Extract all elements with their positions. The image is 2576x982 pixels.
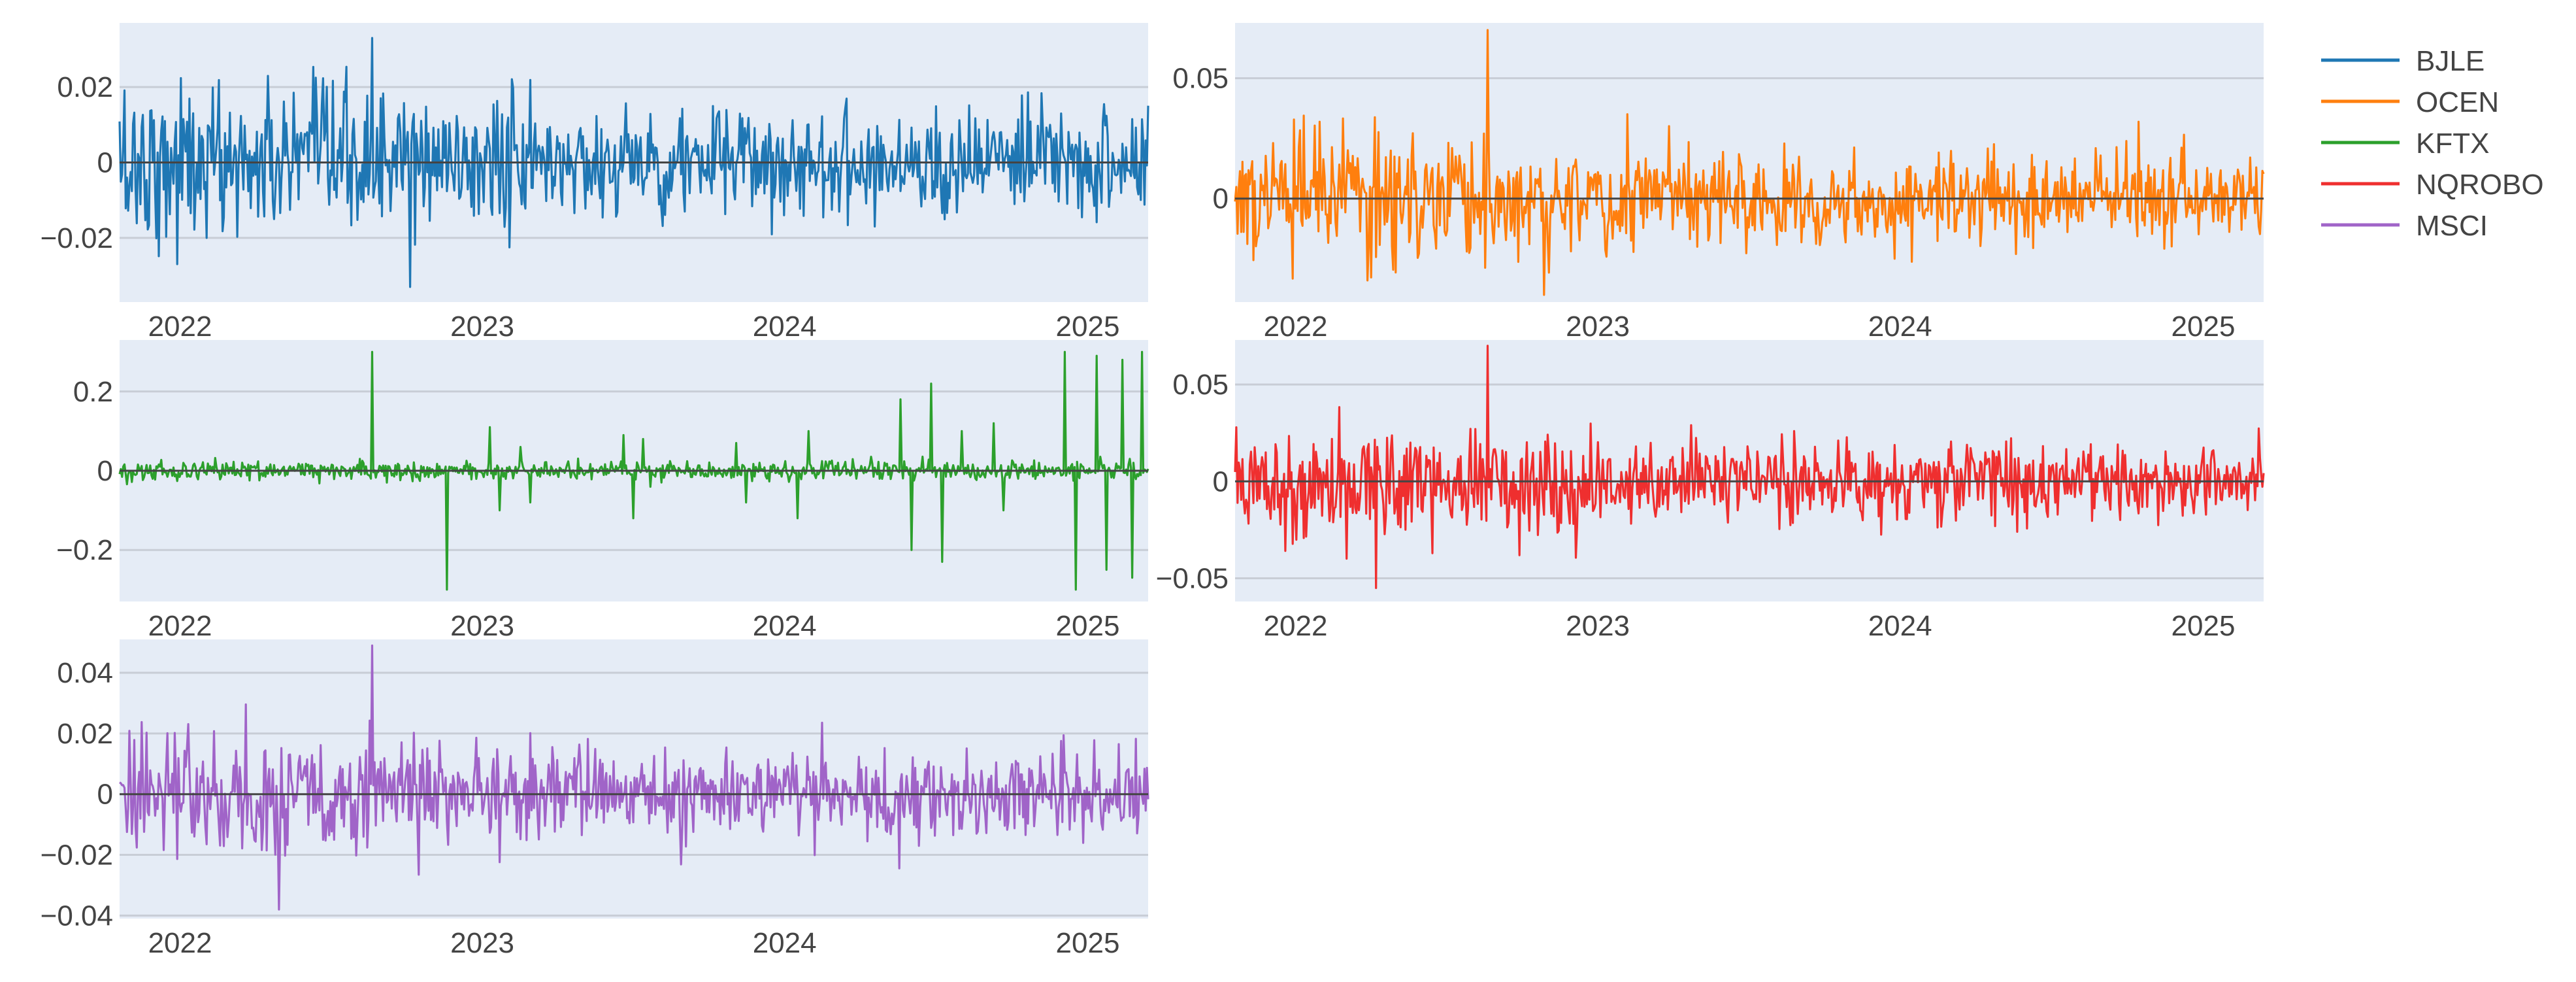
y-tick-label: −0.2 bbox=[56, 534, 113, 566]
legend-item-bjle: BJLE bbox=[2321, 45, 2485, 77]
y-tick-label: 0.02 bbox=[57, 718, 113, 750]
x-tick-label: 2022 bbox=[1264, 311, 1328, 343]
legend-label: NQROBO bbox=[2416, 169, 2544, 201]
y-tick-label: 0.05 bbox=[1172, 369, 1229, 401]
y-tick-label: 0 bbox=[97, 147, 113, 179]
y-tick-label: 0 bbox=[97, 455, 113, 487]
subplot-nqrobo: 0.05 0 −0.05 2022 2023 2024 2025 bbox=[1156, 340, 2265, 642]
subplot-kftx: 0.2 0 −0.2 2022 2023 2024 2025 bbox=[56, 340, 1149, 642]
series-line-kftx bbox=[118, 350, 1149, 591]
x-tick-label: 2022 bbox=[148, 927, 212, 959]
x-tick-label: 2025 bbox=[1056, 311, 1120, 343]
series-line-msci bbox=[119, 644, 1149, 911]
y-tick-label: 0.04 bbox=[57, 657, 113, 689]
legend-item-kftx: KFTX bbox=[2321, 127, 2489, 160]
x-tick-label: 2022 bbox=[1264, 610, 1328, 642]
legend-item-msci: MSCI bbox=[2321, 210, 2488, 242]
legend-label: KFTX bbox=[2416, 127, 2489, 160]
x-tick-label: 2024 bbox=[1868, 311, 1932, 343]
x-tick-label: 2024 bbox=[1868, 610, 1932, 642]
plot-background bbox=[1235, 23, 2264, 302]
y-tick-label: −0.04 bbox=[41, 900, 113, 932]
subplot-bjle: 0.02 0 −0.02 2022 2023 2024 2025 bbox=[41, 23, 1149, 343]
x-tick-label: 2024 bbox=[753, 610, 817, 642]
legend-item-nqrobo: NQROBO bbox=[2321, 169, 2544, 201]
x-tick-label: 2025 bbox=[1056, 610, 1120, 642]
y-tick-label: −0.05 bbox=[1156, 562, 1229, 594]
y-tick-label: 0 bbox=[1213, 466, 1229, 498]
series-line-ocen bbox=[1234, 29, 2265, 296]
x-tick-label: 2022 bbox=[148, 610, 212, 642]
y-tick-label: 0 bbox=[97, 779, 113, 811]
y-tick-label: 0.05 bbox=[1172, 63, 1229, 95]
subplot-msci: 0.04 0.02 0 −0.02 −0.04 2022 2023 2024 2025 bbox=[41, 639, 1149, 959]
x-tick-label: 2023 bbox=[1566, 311, 1630, 343]
x-tick-label: 2025 bbox=[2171, 311, 2236, 343]
x-tick-label: 2023 bbox=[450, 311, 514, 343]
legend-label: MSCI bbox=[2416, 210, 2488, 242]
x-tick-label: 2024 bbox=[753, 927, 817, 959]
x-tick-label: 2023 bbox=[450, 610, 514, 642]
legend-label: BJLE bbox=[2416, 45, 2485, 77]
y-tick-label: −0.02 bbox=[41, 222, 113, 254]
series-line-bjle bbox=[118, 37, 1149, 288]
x-tick-label: 2025 bbox=[1056, 927, 1120, 959]
y-tick-label: 0.02 bbox=[57, 71, 113, 103]
legend: BJLE OCEN KFTX NQROBO MSCI bbox=[2321, 45, 2544, 242]
legend-item-ocen: OCEN bbox=[2321, 86, 2499, 118]
y-tick-label: 0 bbox=[1213, 183, 1229, 215]
series-line-nqrobo bbox=[1234, 345, 2265, 589]
x-tick-label: 2023 bbox=[450, 927, 514, 959]
x-tick-label: 2024 bbox=[753, 311, 817, 343]
x-tick-label: 2022 bbox=[148, 311, 212, 343]
x-tick-label: 2025 bbox=[2171, 610, 2236, 642]
legend-label: OCEN bbox=[2416, 86, 2499, 118]
y-tick-label: −0.02 bbox=[41, 839, 113, 872]
subplot-ocen: 0.05 0 2022 2023 2024 2025 bbox=[1172, 23, 2265, 343]
y-tick-label: 0.2 bbox=[73, 376, 113, 408]
x-tick-label: 2023 bbox=[1566, 610, 1630, 642]
